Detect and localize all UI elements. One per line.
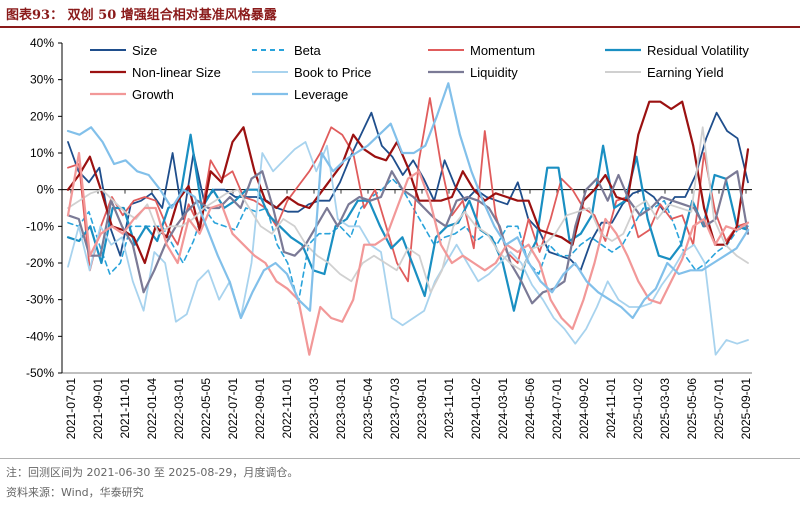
legend-label-growth: Growth [132,87,174,102]
x-tick-label: 2024-11-01 [604,378,618,439]
legend-label-leverage: Leverage [294,87,348,102]
title-rule [0,26,800,28]
legend-label-liquidity: Liquidity [470,65,518,80]
chart-title: 图表93： 双创 50 增强组合相对基准风格暴露 [6,8,277,23]
x-tick-label: 2023-07-03 [388,378,402,440]
x-tick-label: 2021-07-01 [64,378,78,440]
x-tick-label: 2025-01-02 [631,378,645,440]
x-tick-label: 2023-03-01 [334,378,348,440]
x-tick-label: 2022-11-01 [280,378,294,439]
series-line-size [67,111,749,272]
footer-rule [0,458,800,459]
y-tick-label: 0% [37,183,55,197]
y-tick-label: -20% [26,256,54,270]
x-tick-label: 2022-09-01 [253,378,267,440]
x-tick-label: 2023-05-04 [361,378,375,440]
y-tick-label: 40% [30,36,54,50]
series-line-momentum [67,97,749,283]
x-tick-label: 2024-03-01 [496,378,510,440]
chart-grid [61,43,752,374]
x-tick-label: 2024-01-02 [469,378,483,440]
legend-label-size: Size [132,43,157,58]
style-exposure-chart: 40% 30% 20% 10% 0% -10% -20% -30% -40% -50% 2021-… [26,36,753,440]
legend-label-earning-yield: Earning Yield [647,65,724,80]
x-tick-label: 2024-05-06 [523,378,537,440]
x-tick-label: 2025-07-01 [712,378,726,440]
series-line-beta [67,177,749,305]
series-line-residual-volatility [66,133,750,312]
y-tick-label: 10% [30,146,54,160]
x-tick-label: 2022-03-01 [172,378,186,440]
series-lines [66,82,750,356]
x-tick-label: 2023-11-01 [442,378,456,439]
series-line-growth [66,151,750,356]
backtest-note: 注：回测区间为 2021-06-30 至 2025-08-29，月度调仓。 [6,466,299,479]
x-tick-label: 2025-05-06 [685,378,699,440]
legend-label-beta: Beta [294,43,322,58]
legend-label-book-to-price: Book to Price [294,65,371,80]
series-line-book-to-price [67,141,749,356]
x-tick-label: 2025-09-01 [739,378,753,440]
y-tick-label: -30% [26,293,54,307]
x-tick-label: 2025-03-03 [658,378,672,440]
y-tick-label: 20% [30,109,54,123]
series-line-leverage [66,82,750,320]
series-line-non-linear-size [66,100,750,265]
y-tick-label: -50% [26,366,54,380]
x-axis: 2021-07-01 2021-09-01 2021-11-01 2022-01-04… [64,189,753,440]
x-tick-label: 2022-05-05 [199,378,213,440]
x-tick-label: 2021-11-01 [118,378,132,439]
legend-label-momentum: Momentum [470,43,535,58]
x-tick-label: 2022-07-01 [226,378,240,440]
y-axis: 40% 30% 20% 10% 0% -10% -20% -30% -40% -50% [26,36,62,380]
series-line-earning-yield [67,126,749,294]
y-tick-label: 30% [30,73,54,87]
data-source: 资料来源：Wind，华泰研究 [6,486,144,499]
x-tick-label: 2024-07-01 [550,378,564,440]
x-tick-label: 2024-09-02 [577,378,591,440]
x-tick-label: 2022-01-04 [145,378,159,440]
x-tick-label: 2023-09-01 [415,378,429,440]
y-tick-label: -10% [26,219,54,233]
legend: Size Beta Momentum Residual Volatility Non-l… [90,43,749,102]
legend-label-residual-volatility: Residual Volatility [647,43,749,58]
y-tick-label: -40% [26,329,54,343]
x-tick-label: 2021-09-01 [91,378,105,440]
legend-label-non-linear-size: Non-linear Size [132,65,221,80]
x-tick-label: 2023-01-03 [307,378,321,440]
